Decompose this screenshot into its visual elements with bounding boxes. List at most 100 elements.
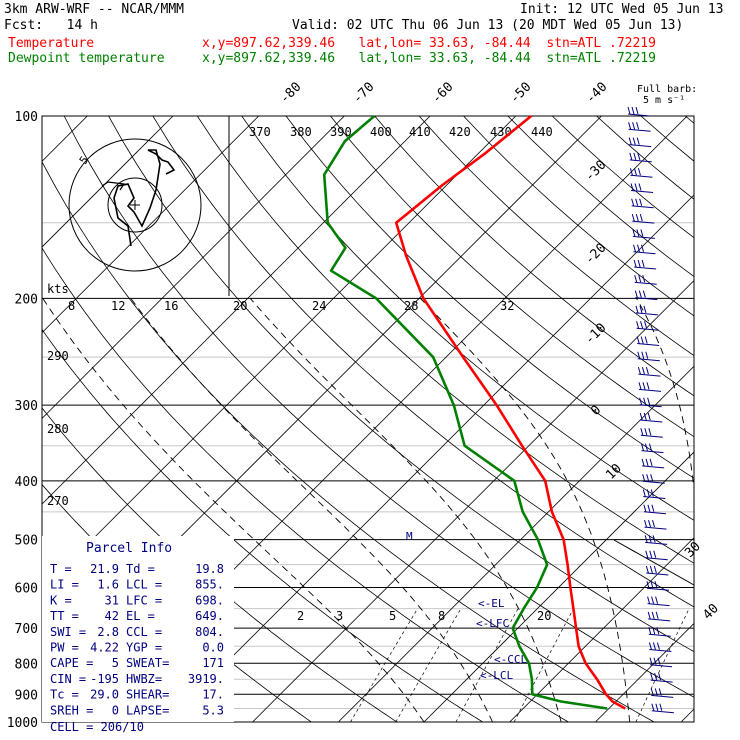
wind-axis-tick: 8 [68,299,75,313]
pressure-tick-label: 800 [15,657,38,672]
parcel-info-value: 21.9 [90,562,119,576]
theta-label: 430 [490,125,512,139]
wind-axis-label: kts [47,282,69,296]
parcel-info-key: CIN = [50,672,86,686]
pressure-tick-label: 300 [15,399,38,414]
model-title: 3km ARW-WRF -- NCAR/MMM [4,2,185,17]
wind-barb [628,122,651,132]
wind-barb [633,259,657,270]
theta-label: 290 [47,349,69,363]
wind-barb [642,489,666,499]
mixing-ratio-label: 8 [438,609,445,623]
wind-axis-tick: 20 [233,299,247,313]
parcel-info-value: 855. [195,578,224,592]
isotherm-label: -30 [582,158,609,185]
wind-barb [651,703,674,714]
parcel-info-panel: Parcel Info T = 21.9 Td = 19.8 LI = 1.6 LCL = 85… [42,536,234,734]
wind-barb [642,474,665,484]
dry-adiabat [730,116,740,735]
wind-barb [646,581,670,591]
parcel-info-value: 19.8 [195,562,224,576]
wind-barb [644,519,667,530]
parcel-info-key: SREH = [50,703,93,717]
mixing-ratio-line [395,608,462,722]
hodograph-trace [113,149,176,247]
isotherm [680,708,694,722]
theta-label: 420 [449,125,471,139]
wind-barb [636,336,660,346]
parcel-info-key: T = [50,562,72,576]
theta-label: 370 [249,125,271,139]
isotherm [42,116,431,505]
wind-barb [631,198,654,209]
mixing-ratio-label: 5 [389,609,396,623]
dry-adiabat [374,116,694,397]
wind-barb [634,275,657,285]
parcel-info-value: 0 [112,703,119,717]
pressure-tick-label: 1000 [7,716,38,731]
wind-axis-tick: 12 [111,299,125,313]
mixing-ratio-line [513,608,574,722]
level-marker-label: <-LCL [480,669,513,682]
parcel-info-key: LCL = [126,578,162,592]
isotherm-label: 10 [603,461,625,483]
parcel-info-key: CCL = [126,625,162,639]
wind-barb [645,550,668,561]
mixing-ratio-line [635,608,690,722]
moist-adiabat [42,298,425,722]
wind-barb [632,229,655,239]
theta-label: 440 [531,125,553,139]
dry-adiabat [42,247,570,722]
parcel-info-value: 5.3 [202,703,224,717]
isotherm-label: -20 [582,241,609,268]
wind-barb [645,565,669,576]
isotherm [509,537,694,722]
wind-axis-tick: 28 [404,299,418,313]
wind-barb [647,611,671,622]
parcel-info-key: LFC = [126,593,162,607]
pressure-tick-label: 100 [15,110,38,125]
pressure-tick-label: 200 [15,292,38,307]
dry-adiabat [551,116,694,239]
parcel-info-value: 42 [105,609,119,623]
level-marker-label: <-LFC [476,617,509,630]
wind-barb [648,627,671,637]
parcel-info-key: LI = [50,578,79,592]
parcel-info-key: LAPSE= [126,703,169,717]
isotherm-label: -70 [350,80,377,107]
parcel-info-key: Td = [126,562,155,576]
hodograph-trace-segment [101,181,126,191]
barb-key-title: Full barb: [637,84,697,95]
temperature-location: x,y=897.62,339.46 lat,lon= 33.63, -84.44… [202,36,656,51]
isotherm [42,116,345,419]
wind-barb [637,366,661,377]
wind-barb [636,321,659,331]
wind-barb [648,642,672,652]
temperature-legend: Temperature [8,36,95,51]
wind-barb [647,596,670,607]
parcel-info-value: 1.6 [97,578,119,592]
isotherm [42,116,259,334]
parcel-info-key: SWI = [50,625,86,639]
level-marker-label: <-EL [478,597,505,610]
wind-barb [641,458,665,469]
dewpoint-location: x,y=897.62,339.46 lat,lon= 33.63, -84.44… [202,51,656,66]
theta-label: 270 [47,494,69,508]
isotherm [0,116,2,722]
wind-barb [631,213,655,224]
mixing-ratio-line [350,608,418,722]
parcel-info-key: PW = [50,641,79,655]
isotherm [166,194,694,722]
isotherm-label: -40 [583,80,610,107]
mixing-ratio-label: 3 [336,609,343,623]
parcel-info-key: YGP = [126,641,162,655]
parcel-info-value: 804. [195,625,224,639]
pressure-tick-label: 400 [15,475,38,490]
wind-barb [643,504,666,515]
isotherm [423,451,694,722]
right-axis-label: 40 [700,601,722,623]
parcel-info-key: K = [50,593,72,607]
parcel-info-key: EL = [126,609,155,623]
mixing-ratio-label: 20 [537,609,551,623]
